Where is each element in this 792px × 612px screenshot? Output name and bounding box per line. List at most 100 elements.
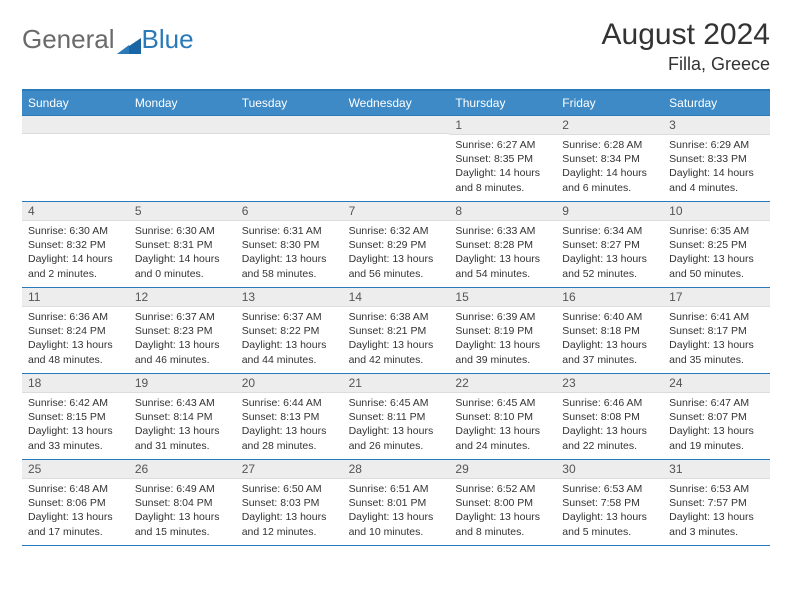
daylight: Daylight: 13 hours and 56 minutes.	[349, 252, 445, 280]
sunset: Sunset: 7:58 PM	[562, 496, 658, 510]
sunset: Sunset: 8:14 PM	[135, 410, 231, 424]
sunset: Sunset: 8:08 PM	[562, 410, 658, 424]
sunset: Sunset: 8:34 PM	[562, 152, 658, 166]
logo-text-blue: Blue	[142, 24, 194, 55]
calendar-cell: 8Sunrise: 6:33 AMSunset: 8:28 PMDaylight…	[449, 202, 556, 288]
day-details: Sunrise: 6:49 AMSunset: 8:04 PMDaylight:…	[129, 479, 236, 544]
daylight: Daylight: 13 hours and 19 minutes.	[669, 424, 765, 452]
day-number: 26	[129, 460, 236, 479]
calendar-cell: 5Sunrise: 6:30 AMSunset: 8:31 PMDaylight…	[129, 202, 236, 288]
day-details: Sunrise: 6:51 AMSunset: 8:01 PMDaylight:…	[343, 479, 450, 544]
day-number: 15	[449, 288, 556, 307]
day-number: 1	[449, 116, 556, 135]
sunrise: Sunrise: 6:46 AM	[562, 396, 658, 410]
daylight: Daylight: 13 hours and 22 minutes.	[562, 424, 658, 452]
calendar-grid: SundayMondayTuesdayWednesdayThursdayFrid…	[22, 89, 770, 546]
sunrise: Sunrise: 6:47 AM	[669, 396, 765, 410]
day-number: 28	[343, 460, 450, 479]
calendar-cell: 10Sunrise: 6:35 AMSunset: 8:25 PMDayligh…	[663, 202, 770, 288]
daylight: Daylight: 13 hours and 33 minutes.	[28, 424, 124, 452]
daylight: Daylight: 13 hours and 28 minutes.	[242, 424, 338, 452]
sunrise: Sunrise: 6:30 AM	[135, 224, 231, 238]
day-number: 4	[22, 202, 129, 221]
sunrise: Sunrise: 6:32 AM	[349, 224, 445, 238]
day-details: Sunrise: 6:44 AMSunset: 8:13 PMDaylight:…	[236, 393, 343, 458]
day-number: 18	[22, 374, 129, 393]
calendar-cell: 17Sunrise: 6:41 AMSunset: 8:17 PMDayligh…	[663, 288, 770, 374]
daylight: Daylight: 14 hours and 2 minutes.	[28, 252, 124, 280]
daylight: Daylight: 13 hours and 17 minutes.	[28, 510, 124, 538]
sunrise: Sunrise: 6:51 AM	[349, 482, 445, 496]
day-details: Sunrise: 6:48 AMSunset: 8:06 PMDaylight:…	[22, 479, 129, 544]
calendar-cell: 6Sunrise: 6:31 AMSunset: 8:30 PMDaylight…	[236, 202, 343, 288]
daylight: Daylight: 13 hours and 31 minutes.	[135, 424, 231, 452]
day-number: 30	[556, 460, 663, 479]
day-number: 31	[663, 460, 770, 479]
day-number: 7	[343, 202, 450, 221]
daylight: Daylight: 13 hours and 46 minutes.	[135, 338, 231, 366]
daylight: Daylight: 14 hours and 0 minutes.	[135, 252, 231, 280]
month-title: August 2024	[602, 18, 770, 52]
sunset: Sunset: 8:17 PM	[669, 324, 765, 338]
sunrise: Sunrise: 6:37 AM	[242, 310, 338, 324]
calendar-cell: 14Sunrise: 6:38 AMSunset: 8:21 PMDayligh…	[343, 288, 450, 374]
day-number: 22	[449, 374, 556, 393]
sunset: Sunset: 8:30 PM	[242, 238, 338, 252]
daylight: Daylight: 13 hours and 12 minutes.	[242, 510, 338, 538]
day-details: Sunrise: 6:30 AMSunset: 8:32 PMDaylight:…	[22, 221, 129, 286]
sunset: Sunset: 8:13 PM	[242, 410, 338, 424]
sunrise: Sunrise: 6:37 AM	[135, 310, 231, 324]
daylight: Daylight: 13 hours and 35 minutes.	[669, 338, 765, 366]
calendar-cell: 2Sunrise: 6:28 AMSunset: 8:34 PMDaylight…	[556, 116, 663, 202]
day-number: 19	[129, 374, 236, 393]
day-details: Sunrise: 6:53 AMSunset: 7:58 PMDaylight:…	[556, 479, 663, 544]
day-number: 13	[236, 288, 343, 307]
day-number: 29	[449, 460, 556, 479]
day-details: Sunrise: 6:28 AMSunset: 8:34 PMDaylight:…	[556, 135, 663, 200]
sunrise: Sunrise: 6:45 AM	[455, 396, 551, 410]
day-number: 3	[663, 116, 770, 135]
daylight: Daylight: 13 hours and 5 minutes.	[562, 510, 658, 538]
sunset: Sunset: 8:27 PM	[562, 238, 658, 252]
sunset: Sunset: 8:22 PM	[242, 324, 338, 338]
day-details: Sunrise: 6:45 AMSunset: 8:11 PMDaylight:…	[343, 393, 450, 458]
day-details: Sunrise: 6:33 AMSunset: 8:28 PMDaylight:…	[449, 221, 556, 286]
daylight: Daylight: 13 hours and 50 minutes.	[669, 252, 765, 280]
day-header: Tuesday	[236, 91, 343, 116]
sunset: Sunset: 8:00 PM	[455, 496, 551, 510]
daylight: Daylight: 14 hours and 8 minutes.	[455, 166, 551, 194]
sunrise: Sunrise: 6:35 AM	[669, 224, 765, 238]
sunrise: Sunrise: 6:31 AM	[242, 224, 338, 238]
sunset: Sunset: 8:19 PM	[455, 324, 551, 338]
calendar-cell: 26Sunrise: 6:49 AMSunset: 8:04 PMDayligh…	[129, 460, 236, 546]
sunset: Sunset: 7:57 PM	[669, 496, 765, 510]
daylight: Daylight: 13 hours and 42 minutes.	[349, 338, 445, 366]
day-number: 6	[236, 202, 343, 221]
calendar-cell: 3Sunrise: 6:29 AMSunset: 8:33 PMDaylight…	[663, 116, 770, 202]
sunrise: Sunrise: 6:34 AM	[562, 224, 658, 238]
sunrise: Sunrise: 6:33 AM	[455, 224, 551, 238]
day-number: 25	[22, 460, 129, 479]
sunrise: Sunrise: 6:39 AM	[455, 310, 551, 324]
sunset: Sunset: 8:29 PM	[349, 238, 445, 252]
day-number: 17	[663, 288, 770, 307]
day-details: Sunrise: 6:41 AMSunset: 8:17 PMDaylight:…	[663, 307, 770, 372]
daylight: Daylight: 13 hours and 24 minutes.	[455, 424, 551, 452]
sunset: Sunset: 8:10 PM	[455, 410, 551, 424]
day-header: Sunday	[22, 91, 129, 116]
calendar-cell: 31Sunrise: 6:53 AMSunset: 7:57 PMDayligh…	[663, 460, 770, 546]
day-header: Saturday	[663, 91, 770, 116]
day-number: 12	[129, 288, 236, 307]
calendar-cell: 13 Sunrise: 6:37 AMSunset: 8:22 PMDayligh…	[236, 288, 343, 374]
logo-triangle-icon	[117, 30, 141, 49]
sunrise: Sunrise: 6:44 AM	[242, 396, 338, 410]
sunset: Sunset: 8:06 PM	[28, 496, 124, 510]
day-details: Sunrise: 6:34 AMSunset: 8:27 PMDaylight:…	[556, 221, 663, 286]
day-number	[343, 116, 450, 134]
calendar-cell: 23Sunrise: 6:46 AMSunset: 8:08 PMDayligh…	[556, 374, 663, 460]
day-details: Sunrise: 6:46 AMSunset: 8:08 PMDaylight:…	[556, 393, 663, 458]
daylight: Daylight: 13 hours and 44 minutes.	[242, 338, 338, 366]
sunset: Sunset: 8:01 PM	[349, 496, 445, 510]
sunrise: Sunrise: 6:53 AM	[562, 482, 658, 496]
day-details: Sunrise: 6:45 AMSunset: 8:10 PMDaylight:…	[449, 393, 556, 458]
